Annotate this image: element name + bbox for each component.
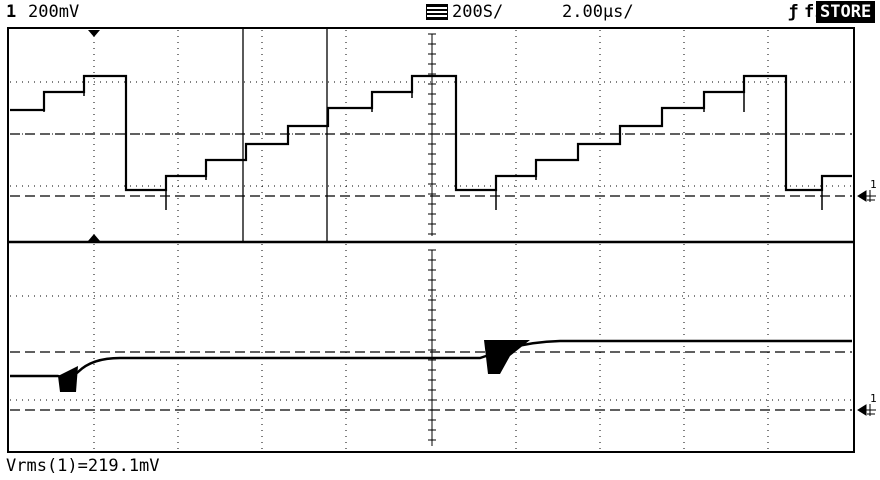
upper-ground-label: 1 — [870, 178, 877, 191]
lower-trace-noise — [58, 340, 530, 392]
lower-grid — [10, 244, 852, 450]
time-per-division: 2.00µs/ — [562, 2, 634, 22]
trigger-position-marker-top — [88, 30, 100, 37]
trigger-position-marker-bottom — [88, 234, 100, 241]
channel-number: 1 — [6, 2, 17, 22]
store-mode-badge: STORE — [816, 1, 876, 23]
lower-ground-marker — [857, 404, 876, 416]
sample-memory-icon — [426, 4, 448, 20]
lower-trace — [10, 339, 852, 379]
status-bar: 1 200mV 200S/ 2.00µs/ ƒ f1 STORE — [0, 0, 880, 26]
upper-grid — [10, 30, 852, 240]
trigger-slope-icon: ƒ — [788, 2, 799, 22]
vrms-measurement: Vrms(1)=219.1mV — [6, 456, 160, 476]
center-axis — [428, 33, 436, 446]
channel-scale: 200mV — [28, 2, 80, 22]
sample-rate: 200S/ — [452, 2, 504, 22]
screen-frame — [7, 27, 855, 453]
upper-trace — [10, 74, 852, 192]
lower-ground-label: 1 — [870, 392, 877, 405]
upper-trace-spikes — [43, 76, 823, 210]
upper-ground-marker — [857, 190, 876, 202]
